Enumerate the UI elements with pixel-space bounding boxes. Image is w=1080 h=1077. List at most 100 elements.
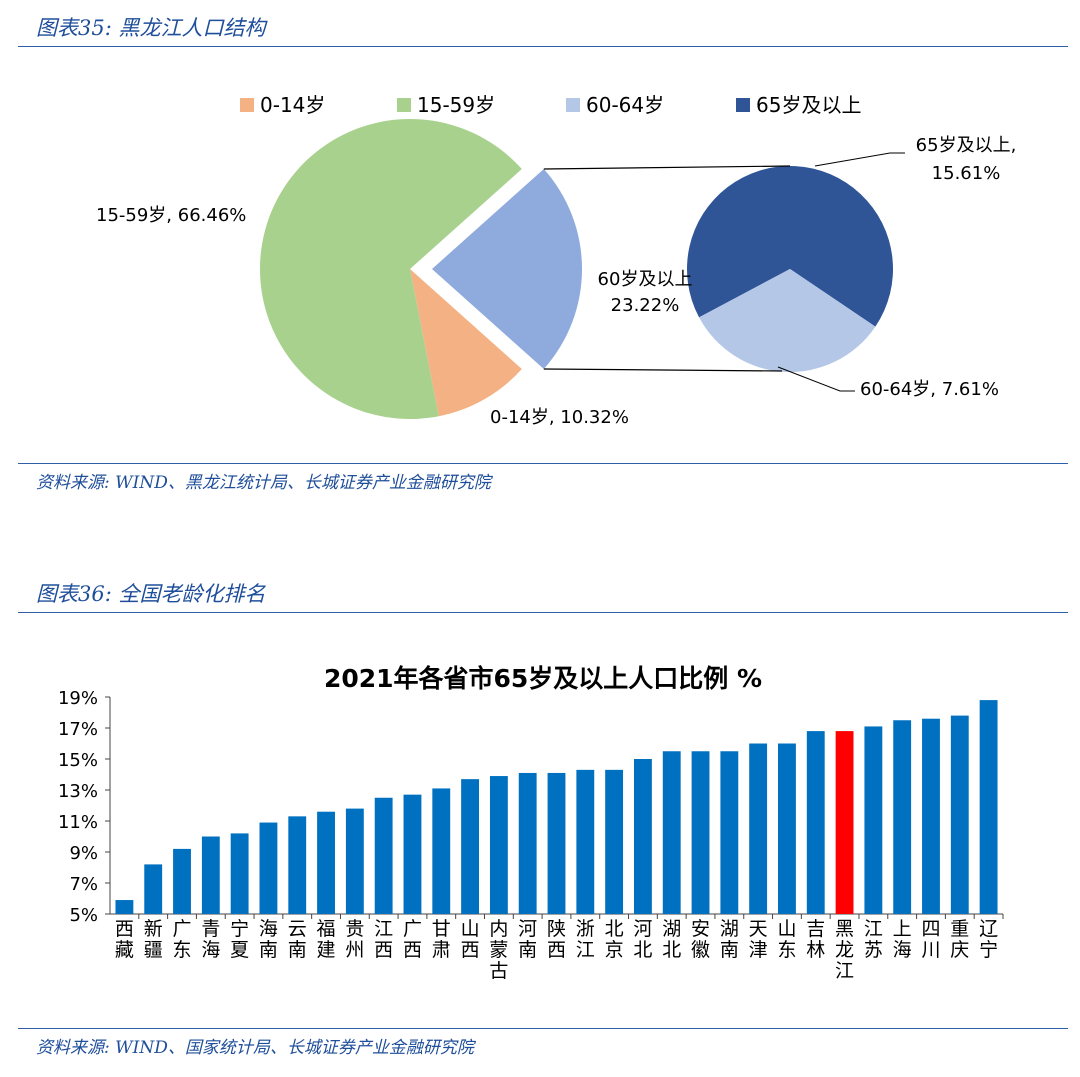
y-tick-label: 9% bbox=[69, 843, 98, 864]
bar bbox=[720, 751, 739, 914]
bar bbox=[345, 808, 364, 914]
bar bbox=[173, 848, 191, 914]
bar bbox=[922, 718, 940, 914]
bar bbox=[806, 731, 825, 914]
bar bbox=[547, 772, 566, 914]
x-tick-label: 云南 bbox=[288, 918, 307, 961]
legend-label: 0-14岁 bbox=[260, 93, 325, 117]
x-tick-label: 山东 bbox=[777, 918, 796, 961]
figure-36-title: 图表36: 全国老龄化排名 bbox=[36, 582, 266, 606]
bar bbox=[605, 769, 624, 914]
x-tick-label: 广东 bbox=[173, 918, 192, 961]
legend-swatch bbox=[240, 98, 254, 112]
y-tick-label: 17% bbox=[58, 719, 98, 740]
leader-line bbox=[777, 366, 855, 392]
x-tick-label: 宁夏 bbox=[230, 918, 249, 961]
bar bbox=[662, 751, 681, 914]
bar bbox=[288, 816, 307, 914]
bar bbox=[230, 833, 249, 914]
figure-36-source: 资料来源: WIND、国家统计局、长城证券产业金融研究院 bbox=[36, 1038, 474, 1058]
x-tick-label: 青海 bbox=[201, 918, 220, 961]
figure-35-source: 资料来源: WIND、黑龙江统计局、长城证券产业金融研究院 bbox=[36, 473, 491, 493]
x-tick-label: 四川 bbox=[921, 918, 940, 961]
legend-swatch bbox=[566, 98, 580, 112]
x-tick-label: 贵州 bbox=[345, 918, 364, 961]
bar bbox=[115, 900, 134, 914]
bar bbox=[461, 779, 480, 914]
bar-chart-title: 2021年各省市65岁及以上人口比例 % bbox=[324, 664, 762, 693]
bar bbox=[864, 726, 883, 914]
pie-slice bbox=[259, 119, 522, 420]
sub-pie-slice bbox=[687, 166, 893, 327]
pie-slice bbox=[410, 269, 522, 417]
sub-pie-label-65plus: 65岁及以上, bbox=[916, 135, 1017, 156]
x-tick-label: 山西 bbox=[461, 918, 480, 961]
x-tick-label: 天津 bbox=[749, 918, 768, 961]
bar bbox=[633, 759, 652, 914]
sub-pie-label-65plus-value: 15.61% bbox=[932, 163, 1001, 184]
bar bbox=[576, 769, 595, 914]
bar bbox=[893, 720, 912, 914]
pie-slice bbox=[432, 169, 582, 369]
bar bbox=[144, 864, 163, 914]
x-tick-label: 湖南 bbox=[720, 918, 739, 961]
figure-35-title: 图表35: 黑龙江人口结构 bbox=[36, 16, 266, 40]
x-tick-label: 湖北 bbox=[662, 918, 681, 961]
x-tick-label: 安徽 bbox=[691, 918, 710, 961]
pie-label-15-59: 15-59岁, 66.46% bbox=[96, 205, 246, 226]
y-tick-label: 15% bbox=[58, 750, 98, 771]
x-tick-label: 河南 bbox=[518, 918, 537, 961]
figure-36-bottom-rule bbox=[18, 1028, 1068, 1029]
figure-35-top-rule bbox=[18, 46, 1068, 47]
x-tick-label: 福建 bbox=[317, 918, 336, 961]
bar bbox=[950, 715, 969, 914]
legend-label: 15-59岁 bbox=[417, 93, 495, 117]
x-tick-label: 新疆 bbox=[144, 918, 163, 961]
bar bbox=[317, 811, 335, 914]
pie-label-60plus: 60岁及以上 bbox=[598, 269, 693, 290]
x-tick-label: 吉林 bbox=[806, 918, 825, 961]
bar bbox=[201, 836, 220, 914]
bar bbox=[749, 743, 768, 914]
figure-35-bottom-rule bbox=[18, 463, 1068, 464]
connector-line bbox=[543, 368, 783, 372]
x-tick-label: 陕西 bbox=[547, 918, 566, 961]
bar bbox=[432, 788, 451, 914]
x-tick-label: 黑龙江 bbox=[835, 918, 854, 982]
x-tick-label: 重庆 bbox=[950, 918, 969, 961]
legend-label: 65岁及以上 bbox=[756, 93, 861, 117]
y-tick-label: 19% bbox=[58, 688, 98, 709]
bar bbox=[518, 772, 537, 914]
bar bbox=[489, 776, 508, 914]
x-tick-label: 甘肃 bbox=[432, 918, 451, 961]
x-tick-label: 上海 bbox=[893, 918, 912, 961]
connector-line bbox=[543, 165, 791, 170]
bar bbox=[403, 794, 422, 914]
x-tick-label: 河北 bbox=[633, 918, 652, 961]
population-pie-chart: 0-14岁 15-59岁 60-64岁 65岁及以上 15-59岁, 66.46% 60岁… bbox=[96, 93, 1017, 428]
pie-label-0-14: 0-14岁, 10.32% bbox=[490, 407, 629, 428]
figure-36-top-rule bbox=[18, 612, 1068, 613]
leader-line bbox=[814, 152, 905, 167]
bar bbox=[691, 751, 710, 914]
x-tick-label: 江苏 bbox=[864, 918, 883, 961]
x-tick-label: 北京 bbox=[605, 918, 624, 961]
y-tick-label: 13% bbox=[58, 781, 98, 802]
bar bbox=[374, 797, 393, 914]
bar bbox=[778, 743, 796, 914]
x-tick-label: 海南 bbox=[259, 918, 278, 961]
sub-pie-label-60-64: 60-64岁, 7.61% bbox=[860, 379, 999, 400]
bar bbox=[835, 731, 854, 914]
y-tick-label: 11% bbox=[58, 812, 98, 833]
bar bbox=[979, 700, 998, 914]
legend-swatch bbox=[736, 98, 750, 112]
x-tick-label: 辽宁 bbox=[979, 918, 998, 961]
y-tick-label: 7% bbox=[69, 874, 98, 895]
bar bbox=[259, 822, 278, 914]
sub-pie-slice bbox=[699, 269, 876, 372]
legend-label: 60-64岁 bbox=[586, 93, 664, 117]
x-tick-label: 内蒙古 bbox=[489, 918, 508, 982]
y-tick-label: 5% bbox=[69, 905, 98, 926]
x-tick-label: 江西 bbox=[374, 918, 393, 961]
legend-swatch bbox=[397, 98, 411, 112]
